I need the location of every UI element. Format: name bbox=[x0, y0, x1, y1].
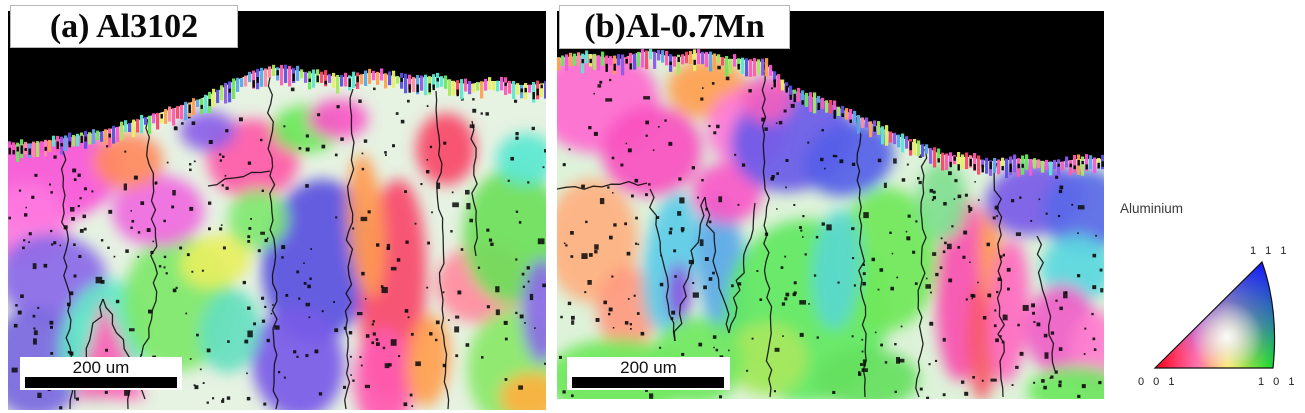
scale-bar-b: 200 um bbox=[567, 357, 730, 390]
panel-label-a: (a) Al3102 bbox=[10, 5, 238, 48]
scale-bar-label-a: 200 um bbox=[72, 358, 130, 377]
scale-bar-a: 200 um bbox=[20, 357, 182, 390]
ebsd-map-panel-a bbox=[8, 11, 546, 410]
ipf-triangle-fill bbox=[1155, 262, 1275, 368]
ipf-map-al-0.7mn bbox=[557, 11, 1104, 399]
ebsd-map-panel-b bbox=[557, 11, 1104, 399]
legend-phase-title: Aluminium bbox=[1120, 201, 1184, 216]
ipf-label-001: 0 0 1 bbox=[1138, 376, 1177, 388]
scale-bar-line-a bbox=[25, 377, 177, 388]
ipf-color-key-triangle: 1 1 1 0 0 1 1 0 1 bbox=[1138, 245, 1297, 388]
ipf-map-al3102 bbox=[8, 11, 546, 410]
ipf-triangle-outline bbox=[1153, 260, 1276, 369]
panel-label-b: (b)Al-0.7Mn bbox=[559, 5, 790, 49]
scale-bar-line-b bbox=[572, 377, 724, 388]
ipf-label-111: 1 1 1 bbox=[1250, 245, 1289, 257]
ipf-label-101: 1 0 1 bbox=[1258, 376, 1297, 388]
scale-bar-label-b: 200 um bbox=[620, 358, 677, 377]
